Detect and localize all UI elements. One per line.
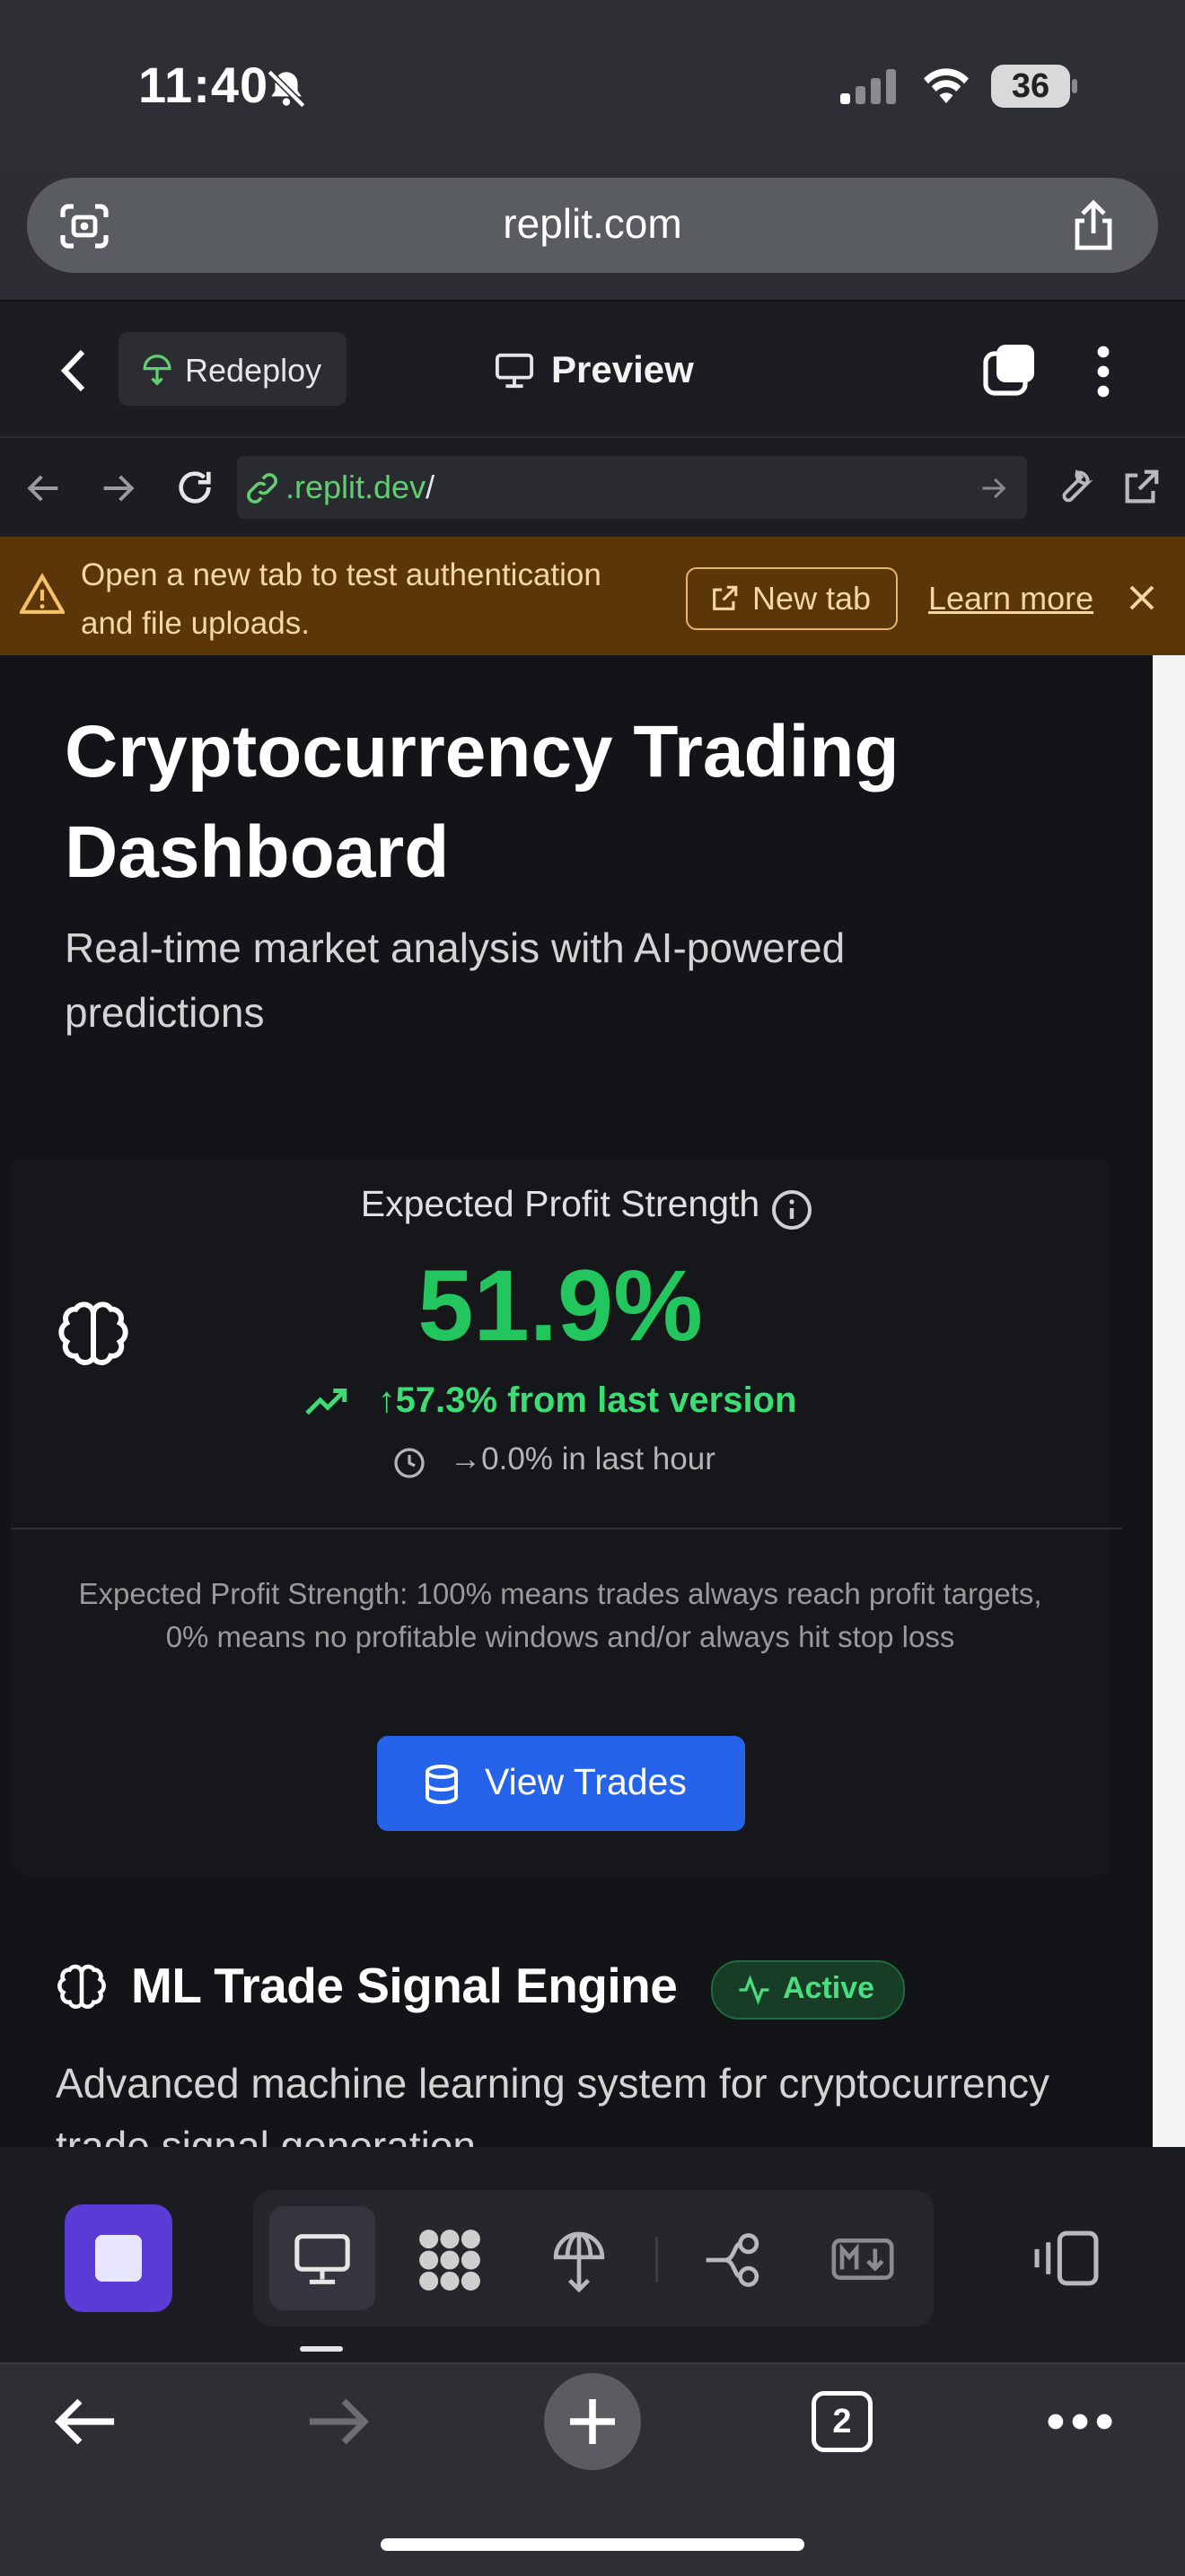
- new-tab-icon: [713, 585, 738, 610]
- preview-tab-label[interactable]: Preview: [551, 348, 694, 390]
- address-domain: .replit.dev: [285, 469, 426, 505]
- reload-icon[interactable]: [174, 467, 215, 508]
- preview-content: Cryptocurrency Trading Dashboard Real-ti…: [0, 655, 1153, 2147]
- share-icon[interactable]: [1072, 199, 1115, 251]
- trending-up-icon: [305, 1389, 347, 1415]
- eps-hour-change: →0.0% in last hour: [450, 1441, 715, 1476]
- eps-value: 51.9%: [417, 1249, 703, 1362]
- camera-scan-icon[interactable]: [59, 203, 110, 250]
- view-trades-label: View Trades: [485, 1761, 687, 1802]
- tool-preview-active[interactable]: [269, 2206, 375, 2310]
- ml-engine-description: Advanced machine learning system for cry…: [56, 2060, 1050, 2147]
- preview-tool-icon: [294, 2234, 350, 2284]
- view-trades-button[interactable]: [377, 1736, 745, 1831]
- apps-grid-icon[interactable]: [415, 2226, 485, 2294]
- page-title: Cryptocurrency Trading Dashboard: [65, 711, 900, 893]
- git-branch-icon[interactable]: [704, 2231, 765, 2289]
- clock-icon: [394, 1448, 425, 1478]
- browser-back-icon[interactable]: [52, 2396, 117, 2447]
- status-bar: [0, 0, 1185, 171]
- tabs-count-button[interactable]: 2: [812, 2391, 873, 2452]
- ml-brain-icon: [57, 1964, 106, 2010]
- bell-muted-icon: [267, 69, 306, 109]
- deploy-icon: [143, 355, 171, 386]
- battery-tip: [1072, 79, 1077, 93]
- eps-description: Expected Profit Strength: 100% means tra…: [78, 1577, 1042, 1653]
- activity-icon: [739, 1975, 769, 2005]
- warning-icon: [20, 573, 65, 614]
- eps-change: ↑57.3% from last version: [377, 1380, 797, 1420]
- webview-address-field[interactable]: [237, 456, 1027, 519]
- brain-icon: [58, 1301, 128, 1365]
- nav-forward-icon[interactable]: [101, 472, 136, 504]
- page-subtitle: Real-time market analysis with AI-powere…: [65, 924, 846, 1036]
- redeploy-label: Redeploy: [185, 352, 322, 389]
- wifi-icon: [924, 68, 969, 103]
- more-vertical-icon[interactable]: [1090, 345, 1117, 399]
- database-icon: [426, 1765, 458, 1805]
- new-tab-label: New tab: [752, 580, 872, 617]
- webview-address-text[interactable]: .replit.dev/: [285, 469, 434, 506]
- home-indicator[interactable]: [381, 2538, 804, 2551]
- back-chevron-icon[interactable]: [59, 348, 88, 393]
- new-tab-button[interactable]: [686, 567, 898, 630]
- banner-message: Open a new tab to test authentication an…: [81, 557, 601, 641]
- battery-indicator: 36: [991, 65, 1070, 108]
- eps-label-text: Expected Profit Strength: [360, 1183, 760, 1224]
- ml-engine-title: ML Trade Signal Engine: [131, 1958, 678, 2013]
- browser-url-text[interactable]: replit.com: [503, 200, 682, 247]
- go-arrow-icon[interactable]: [980, 476, 1007, 501]
- monitor-icon: [496, 353, 533, 389]
- split-view-icon[interactable]: [1032, 2228, 1101, 2289]
- tabs-switch-icon[interactable]: [980, 341, 1038, 399]
- link-icon: [247, 473, 277, 504]
- eps-label: Expected Profit Strength: [0, 1183, 1120, 1225]
- learn-more-link[interactable]: Learn more: [928, 580, 1094, 617]
- tool-separator: [655, 2237, 658, 2282]
- nav-back-icon[interactable]: [25, 472, 61, 504]
- active-status-label: Active: [783, 1971, 875, 2005]
- wrench-icon[interactable]: [1052, 467, 1093, 508]
- markdown-icon[interactable]: [831, 2239, 894, 2280]
- browser-url-bar[interactable]: [27, 178, 1158, 273]
- status-time: 11:40: [138, 57, 269, 113]
- external-link-icon[interactable]: [1120, 467, 1162, 508]
- deployments-icon[interactable]: [551, 2228, 607, 2296]
- browser-forward-icon[interactable]: [307, 2396, 372, 2447]
- active-tool-indicator: [300, 2346, 343, 2352]
- stop-icon: [95, 2235, 142, 2282]
- plus-icon: [570, 2399, 615, 2444]
- address-path: /: [426, 469, 435, 505]
- card-divider: [11, 1528, 1122, 1529]
- close-icon[interactable]: [1126, 582, 1158, 614]
- info-banner: [0, 537, 1185, 655]
- info-icon[interactable]: [770, 1188, 813, 1231]
- cellular-signal-icon: [840, 69, 896, 104]
- preview-scrollbar[interactable]: [1153, 655, 1185, 2147]
- more-horizontal-icon[interactable]: [1047, 2409, 1113, 2434]
